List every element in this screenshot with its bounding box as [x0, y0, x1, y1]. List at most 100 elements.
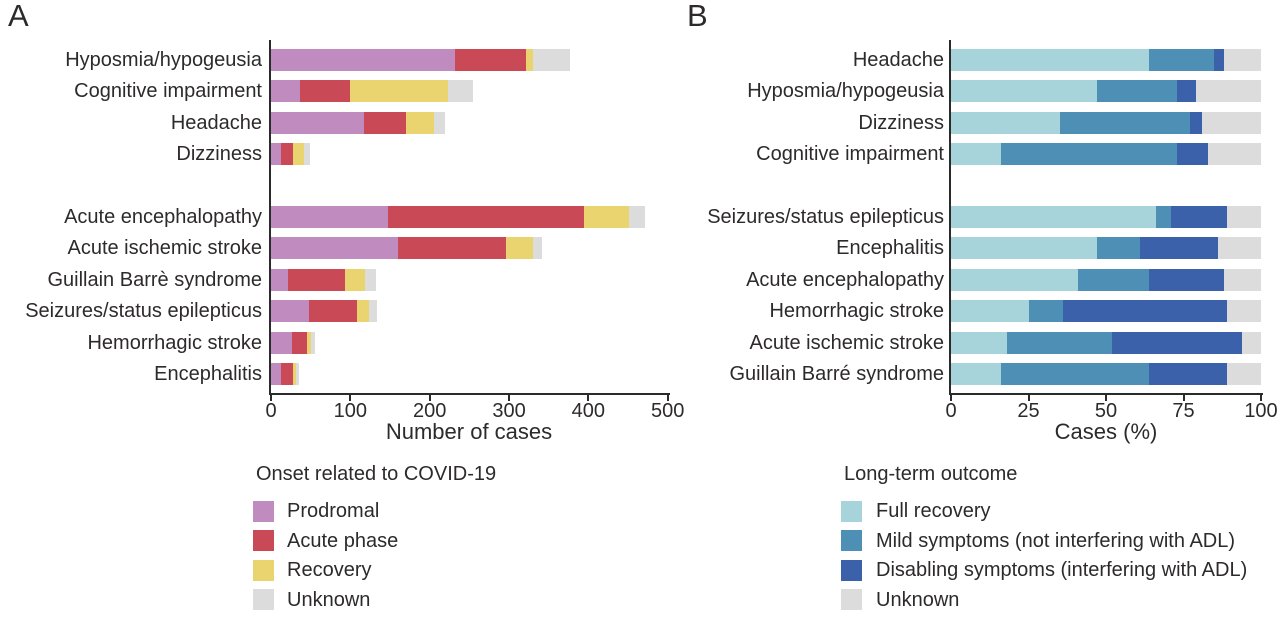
bar-segment-unknown [368, 300, 378, 323]
category-label-headache: Headache [852, 49, 944, 71]
x-axis-tick [666, 395, 669, 401]
x-axis-tick-label: 100 [333, 400, 368, 422]
bar-segment-disabling-symptoms-interfering-with-adl [1214, 49, 1224, 71]
bar-row-encephalitis [951, 237, 1261, 260]
bar-segment-acute-phase [455, 49, 527, 71]
x-axis-tick-label: 500 [651, 400, 685, 422]
bar-row-guillain-barr-syndrome [271, 268, 377, 291]
bar-segment-mild-symptoms-not-interfering-with-adl [1059, 111, 1190, 134]
bar-segment-full-recovery [951, 111, 1060, 134]
bar-segment-unknown [1195, 80, 1261, 103]
bar-segment-recovery [293, 363, 297, 385]
bar-segment-recovery [505, 237, 533, 260]
x-axis-tick-label: 0 [945, 400, 957, 422]
bar-segment-mild-symptoms-not-interfering-with-adl [1006, 331, 1113, 354]
bar-segment-unknown [1242, 331, 1261, 354]
bar-segment-unknown [364, 268, 377, 291]
bar-segment-mild-symptoms-not-interfering-with-adl [1078, 268, 1150, 291]
category-label-encephalitis: Encephalitis [154, 363, 262, 385]
x-axis-tick [349, 395, 352, 401]
bar-segment-recovery [344, 268, 365, 291]
bar-segment-unknown [434, 111, 445, 134]
x-axis-tick-label: 300 [492, 400, 526, 422]
bar-segment-disabling-symptoms-interfering-with-adl [1062, 300, 1227, 323]
legend-label-mild-symptoms-not-interfering-with-adl: Mild symptoms (not interfering with ADL) [876, 529, 1236, 552]
bar-segment-prodromal [271, 300, 310, 323]
category-label-guillain-barr-syndrome: Guillain Barré syndrome [729, 363, 944, 385]
category-label-guillain-barr-syndrome: Guillain Barrè syndrome [47, 268, 262, 291]
bar-segment-unknown [1202, 111, 1261, 134]
bar-segment-prodromal [271, 237, 398, 260]
x-axis-line [949, 393, 1263, 395]
bar-segment-mild-symptoms-not-interfering-with-adl [1028, 300, 1063, 323]
bar-row-cognitive-impairment [951, 143, 1261, 166]
x-axis-tick-label: 100 [1244, 400, 1278, 422]
x-axis-tick-label: 200 [412, 400, 447, 422]
panel-a-legend-title: Onset related to COVID-19 [256, 463, 497, 485]
bar-segment-recovery [357, 300, 369, 323]
category-label-hyposmia-hypogeusia: Hyposmia/hypogeusia [65, 49, 262, 71]
legend-item-mild-symptoms-not-interfering-with-adl: Mild symptoms (not interfering with ADL) [841, 530, 1235, 552]
legend-item-acute-phase: Acute phase [253, 530, 398, 552]
legend-item-full-recovery: Full recovery [841, 500, 990, 522]
x-axis-tick-label: 75 [1172, 400, 1195, 422]
bar-segment-mild-symptoms-not-interfering-with-adl [1155, 206, 1172, 228]
bar-segment-full-recovery [951, 49, 1150, 71]
bar-segment-acute-phase [300, 80, 350, 103]
bar-row-acute-encephalopathy [951, 268, 1261, 291]
x-axis-tick-label: 400 [571, 400, 606, 422]
bar-segment-disabling-symptoms-interfering-with-adl [1177, 80, 1196, 103]
x-axis-tick [508, 395, 511, 401]
bar-row-acute-ischemic-stroke [271, 237, 543, 260]
bar-segment-prodromal [271, 143, 282, 166]
bar-segment-full-recovery [951, 237, 1097, 260]
bar-segment-unknown [296, 363, 299, 385]
bar-row-dizziness [271, 143, 310, 166]
category-label-hyposmia-hypogeusia: Hyposmia/hypogeusia [747, 80, 944, 103]
bar-segment-acute-phase [309, 300, 358, 323]
x-axis-tick [950, 395, 952, 401]
bar-segment-unknown [1226, 206, 1261, 228]
legend-item-unknown: Unknown [253, 589, 370, 611]
bar-segment-disabling-symptoms-interfering-with-adl [1149, 268, 1224, 291]
bar-segment-full-recovery [951, 268, 1079, 291]
category-label-cognitive-impairment: Cognitive impairment [74, 80, 262, 103]
bar-segment-prodromal [271, 111, 364, 134]
legend-swatch-mild-symptoms-not-interfering-with-adl [841, 530, 862, 552]
bar-segment-disabling-symptoms-interfering-with-adl [1149, 363, 1227, 385]
panel-b-letter: B [687, 0, 708, 33]
bar-segment-unknown [628, 206, 645, 228]
bar-segment-prodromal [271, 206, 389, 228]
bar-segment-prodromal [271, 331, 293, 354]
y-axis-line [949, 40, 951, 395]
bar-segment-mild-symptoms-not-interfering-with-adl [1096, 237, 1141, 260]
bar-segment-acute-phase [281, 363, 294, 385]
bar-segment-unknown [1223, 49, 1261, 71]
panel-a-x-axis-title: Number of cases [385, 419, 553, 444]
bar-row-dizziness [951, 111, 1261, 134]
bar-segment-recovery [583, 206, 629, 228]
legend-label-unknown: Unknown [287, 588, 371, 611]
legend-label-full-recovery: Full recovery [876, 500, 991, 522]
bar-segment-unknown [447, 80, 474, 103]
bar-segment-unknown [304, 143, 310, 166]
bar-segment-unknown [532, 49, 571, 71]
bar-segment-acute-phase [363, 111, 406, 134]
x-axis-line [269, 393, 670, 395]
bar-segment-recovery [405, 111, 435, 134]
legend-label-prodromal: Prodromal [287, 500, 380, 522]
bar-segment-acute-phase [287, 268, 345, 291]
bar-segment-acute-phase [388, 206, 584, 228]
bar-row-hemorrhagic-stroke [951, 300, 1261, 323]
bar-row-hemorrhagic-stroke [271, 331, 316, 354]
bar-segment-acute-phase [397, 237, 506, 260]
category-label-acute-encephalopathy: Acute encephalopathy [746, 268, 944, 291]
category-label-acute-ischemic-stroke: Acute ischemic stroke [67, 237, 262, 260]
x-axis-tick-label: 50 [1094, 400, 1118, 422]
bar-segment-full-recovery [951, 331, 1007, 354]
legend-label-acute-phase: Acute phase [287, 529, 399, 552]
bar-segment-full-recovery [951, 300, 1029, 323]
bar-segment-unknown [1223, 268, 1261, 291]
bar-segment-unknown [310, 331, 316, 354]
